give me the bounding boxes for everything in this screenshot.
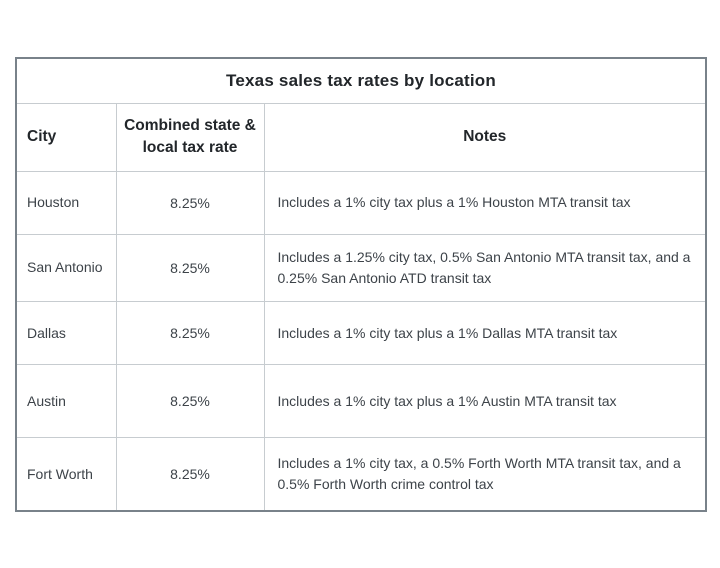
tax-rates-table: Texas sales tax rates by location City C… xyxy=(15,57,708,512)
table-row-san-antonio: San Antonio 8.25% Includes a 1.25% city … xyxy=(15,233,707,303)
cell-rate: 8.25% xyxy=(115,364,265,439)
cell-rate: 8.25% xyxy=(115,300,265,366)
table-header-row: City Combined state & local tax rate Not… xyxy=(15,102,707,172)
cell-notes: Includes a 1% city tax, a 0.5% Forth Wor… xyxy=(263,437,707,512)
cell-rate: 8.25% xyxy=(115,233,265,303)
cell-notes: Includes a 1.25% city tax, 0.5% San Anto… xyxy=(263,233,707,303)
column-header-notes: Notes xyxy=(263,102,707,172)
table-row-austin: Austin 8.25% Includes a 1% city tax plus… xyxy=(15,364,707,439)
cell-notes: Includes a 1% city tax plus a 1% Dallas … xyxy=(263,300,707,366)
column-header-rate: Combined state & local tax rate xyxy=(115,102,265,172)
cell-city: Dallas xyxy=(15,300,117,366)
cell-notes: Includes a 1% city tax plus a 1% Houston… xyxy=(263,170,707,235)
column-header-city: City xyxy=(15,102,117,172)
cell-rate: 8.25% xyxy=(115,437,265,512)
table-row-dallas: Dallas 8.25% Includes a 1% city tax plus… xyxy=(15,300,707,366)
table-title: Texas sales tax rates by location xyxy=(15,57,707,104)
table-row-houston: Houston 8.25% Includes a 1% city tax plu… xyxy=(15,170,707,235)
cell-city: San Antonio xyxy=(15,233,117,303)
cell-rate: 8.25% xyxy=(115,170,265,235)
cell-city: Fort Worth xyxy=(15,437,117,512)
cell-notes: Includes a 1% city tax plus a 1% Austin … xyxy=(263,364,707,439)
table-row-fort-worth: Fort Worth 8.25% Includes a 1% city tax,… xyxy=(15,437,707,512)
cell-city: Austin xyxy=(15,364,117,439)
cell-city: Houston xyxy=(15,170,117,235)
table-title-row: Texas sales tax rates by location xyxy=(15,57,707,104)
